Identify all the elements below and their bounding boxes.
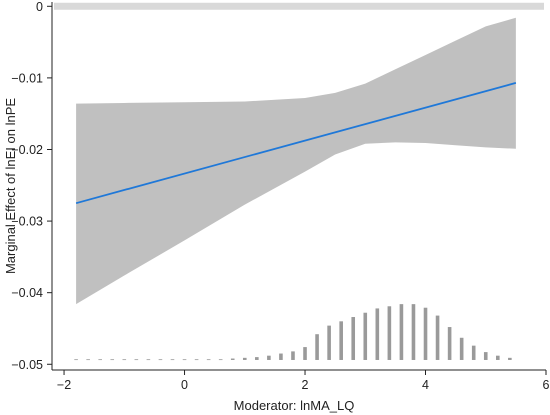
y-tick-label: 0 (36, 0, 43, 14)
histogram-bar (447, 327, 452, 360)
y-tick-label: −0.02 (11, 143, 43, 157)
y-tick-label: −0.05 (11, 358, 43, 372)
histogram-bar (110, 359, 115, 361)
marginal-effect-line (75, 82, 517, 205)
histogram-bar (411, 304, 416, 360)
histogram-bar (194, 359, 199, 361)
x-axis-title: Moderator: lnMA_LQ (234, 398, 355, 413)
histogram-bar (496, 355, 500, 360)
histogram-bar (86, 359, 90, 361)
histogram-bar (206, 359, 211, 361)
y-axis-title: Marginal Effect of lnEI on lnPE (3, 98, 18, 274)
histogram-bar (242, 357, 247, 360)
x-tick-label: 0 (181, 378, 188, 392)
histogram-bar (267, 355, 271, 360)
histogram-bar (483, 352, 488, 360)
histogram-bar (230, 358, 235, 360)
histogram-bar (291, 351, 295, 360)
histogram-bar (508, 357, 512, 360)
histogram-bar (459, 337, 464, 360)
histogram-bar (158, 359, 163, 361)
x-tick-label: −2 (57, 378, 71, 392)
histogram-bar (122, 359, 127, 361)
histogram-bar (351, 317, 356, 360)
histogram-bar (339, 321, 343, 360)
x-tick-label: 2 (302, 378, 309, 392)
histogram-bar (387, 306, 392, 360)
x-tick-label: 4 (422, 378, 429, 392)
x-tick-label: 6 (543, 378, 550, 392)
histogram-bar (255, 357, 259, 360)
axis-layer: 0 −0.01 −0.02 −0.03 −0.04 −0.05 −2 0 2 4 6 (11, 0, 549, 392)
histogram-bar (423, 307, 428, 360)
histogram-bar (435, 315, 440, 360)
histogram-bar (98, 359, 102, 361)
y-tick-label: −0.03 (11, 215, 43, 229)
histogram-bar (375, 308, 380, 360)
histogram-bar (303, 347, 307, 360)
histogram-bar (134, 359, 139, 361)
histogram-bar (471, 345, 476, 360)
histogram-bar (315, 334, 319, 360)
histogram-bar (146, 359, 151, 361)
confidence-band (76, 17, 516, 305)
histogram-bar (74, 359, 78, 361)
histogram-bar (218, 359, 223, 361)
histogram-bar (363, 312, 368, 360)
plot-layer (54, 2, 544, 361)
y-tick-label: −0.04 (11, 286, 43, 300)
histogram-bar (327, 325, 331, 360)
histogram-bar (170, 359, 175, 361)
histogram-bar (182, 359, 187, 361)
histogram-bar (399, 304, 404, 360)
y-tick-label: −0.01 (11, 71, 43, 85)
histogram-bar (279, 353, 283, 360)
